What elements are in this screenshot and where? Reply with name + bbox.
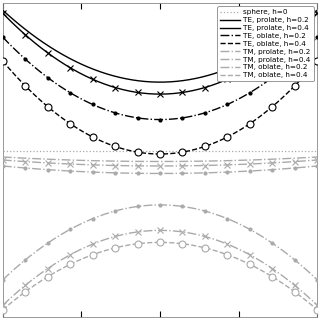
sphere, h=0 [288, 149, 292, 153]
TM, prolate, h=0.4 [20, 159, 24, 163]
TM, prolate, h=0.2 [157, 160, 161, 164]
TM, oblate, h=0.2 [20, 166, 24, 170]
TM, oblate, h=0.4 [290, 288, 294, 292]
TM, prolate, h=0.2 [315, 155, 319, 159]
TE, oblate, h=0.4 [157, 152, 161, 156]
TM, oblate, h=0.2 [59, 169, 63, 172]
TE, oblate, h=0.2 [13, 48, 17, 52]
TM, oblate, h=0.2 [157, 172, 161, 175]
TM, oblate, h=0.4 [315, 308, 319, 312]
TM, prolate, h=0.4 [59, 162, 63, 165]
TE, oblate, h=0.4 [59, 116, 63, 119]
TM, prolate, h=0.4 [84, 163, 88, 167]
TE, prolate, h=0.4 [84, 75, 88, 78]
Legend: sphere, h=0, TE, prolate, h=0.2, TE, prolate, h=0.4, TE, oblate, h=0.2, TE, obla: sphere, h=0, TE, prolate, h=0.2, TE, pro… [217, 6, 314, 81]
TM, prolate, h=0.4 [13, 159, 17, 163]
TM, prolate, h=0.2 [59, 158, 63, 162]
TE, prolate, h=0.4 [13, 24, 17, 28]
TE, oblate, h=0.2 [301, 50, 305, 53]
Line: TM, prolate, h=0.4: TM, prolate, h=0.4 [3, 160, 317, 166]
TE, oblate, h=0.4 [315, 59, 319, 63]
Line: TM, prolate, h=0.2: TM, prolate, h=0.2 [3, 157, 317, 162]
TM, prolate, h=0.4 [301, 159, 305, 163]
TM, prolate, h=0.4 [315, 158, 319, 162]
TE, prolate, h=0.2 [59, 52, 63, 56]
Line: TE, oblate, h=0.4: TE, oblate, h=0.4 [3, 61, 317, 154]
TE, prolate, h=0.4 [59, 60, 63, 64]
Line: TM, oblate, h=0.2: TM, oblate, h=0.2 [3, 166, 317, 173]
TE, prolate, h=0.2 [315, 8, 319, 12]
TE, oblate, h=0.2 [20, 54, 24, 58]
Line: TM, oblate, h=0.4: TM, oblate, h=0.4 [3, 242, 317, 310]
TE, prolate, h=0.4 [157, 92, 161, 96]
Line: TE, prolate, h=0.4: TE, prolate, h=0.4 [3, 13, 317, 94]
TM, oblate, h=0.4 [84, 255, 88, 259]
TE, prolate, h=0.2 [301, 21, 305, 25]
sphere, h=0 [315, 149, 319, 153]
TE, oblate, h=0.2 [1, 35, 5, 39]
TE, prolate, h=0.4 [315, 11, 319, 15]
TM, prolate, h=0.4 [157, 164, 161, 168]
TM, oblate, h=0.2 [315, 164, 319, 168]
TE, prolate, h=0.2 [1, 8, 5, 12]
sphere, h=0 [59, 149, 63, 153]
TM, prolate, h=0.2 [13, 156, 17, 160]
TE, prolate, h=0.4 [20, 30, 24, 34]
TM, oblate, h=0.2 [13, 165, 17, 169]
TE, oblate, h=0.2 [59, 85, 63, 89]
Line: TE, oblate, h=0.2: TE, oblate, h=0.2 [3, 37, 317, 120]
sphere, h=0 [20, 149, 24, 153]
TM, oblate, h=0.4 [157, 240, 161, 244]
TE, prolate, h=0.2 [13, 20, 17, 23]
sphere, h=0 [1, 149, 5, 153]
TM, prolate, h=0.4 [1, 158, 5, 162]
TE, oblate, h=0.4 [301, 75, 305, 79]
TE, prolate, h=0.4 [1, 11, 5, 15]
TE, oblate, h=0.2 [290, 60, 294, 63]
TE, prolate, h=0.2 [157, 80, 161, 84]
TE, prolate, h=0.2 [290, 30, 294, 34]
TE, prolate, h=0.2 [84, 65, 88, 68]
TM, oblate, h=0.2 [1, 164, 5, 168]
TM, prolate, h=0.2 [20, 156, 24, 160]
TE, oblate, h=0.2 [157, 118, 161, 122]
TM, prolate, h=0.4 [290, 160, 294, 164]
TM, prolate, h=0.2 [1, 155, 5, 159]
TM, oblate, h=0.2 [84, 170, 88, 174]
sphere, h=0 [300, 149, 303, 153]
TE, oblate, h=0.4 [84, 132, 88, 136]
TM, oblate, h=0.4 [59, 267, 63, 271]
Line: TE, prolate, h=0.2: TE, prolate, h=0.2 [3, 10, 317, 82]
sphere, h=0 [84, 149, 88, 153]
TE, oblate, h=0.4 [290, 87, 294, 91]
TE, oblate, h=0.2 [315, 35, 319, 39]
TM, oblate, h=0.4 [13, 297, 17, 301]
TE, oblate, h=0.2 [84, 100, 88, 103]
TM, prolate, h=0.2 [84, 159, 88, 163]
TM, oblate, h=0.4 [1, 308, 5, 312]
TM, oblate, h=0.2 [301, 165, 305, 169]
TE, prolate, h=0.4 [301, 25, 305, 29]
sphere, h=0 [13, 149, 17, 153]
TE, oblate, h=0.4 [20, 80, 24, 84]
TM, oblate, h=0.4 [301, 296, 305, 300]
TM, prolate, h=0.2 [301, 156, 305, 160]
TM, oblate, h=0.2 [290, 166, 294, 170]
TE, prolate, h=0.4 [290, 35, 294, 39]
TE, oblate, h=0.4 [13, 74, 17, 77]
TE, oblate, h=0.4 [1, 59, 5, 63]
TM, oblate, h=0.4 [20, 292, 24, 296]
TE, prolate, h=0.2 [20, 25, 24, 28]
TM, prolate, h=0.2 [290, 156, 294, 160]
